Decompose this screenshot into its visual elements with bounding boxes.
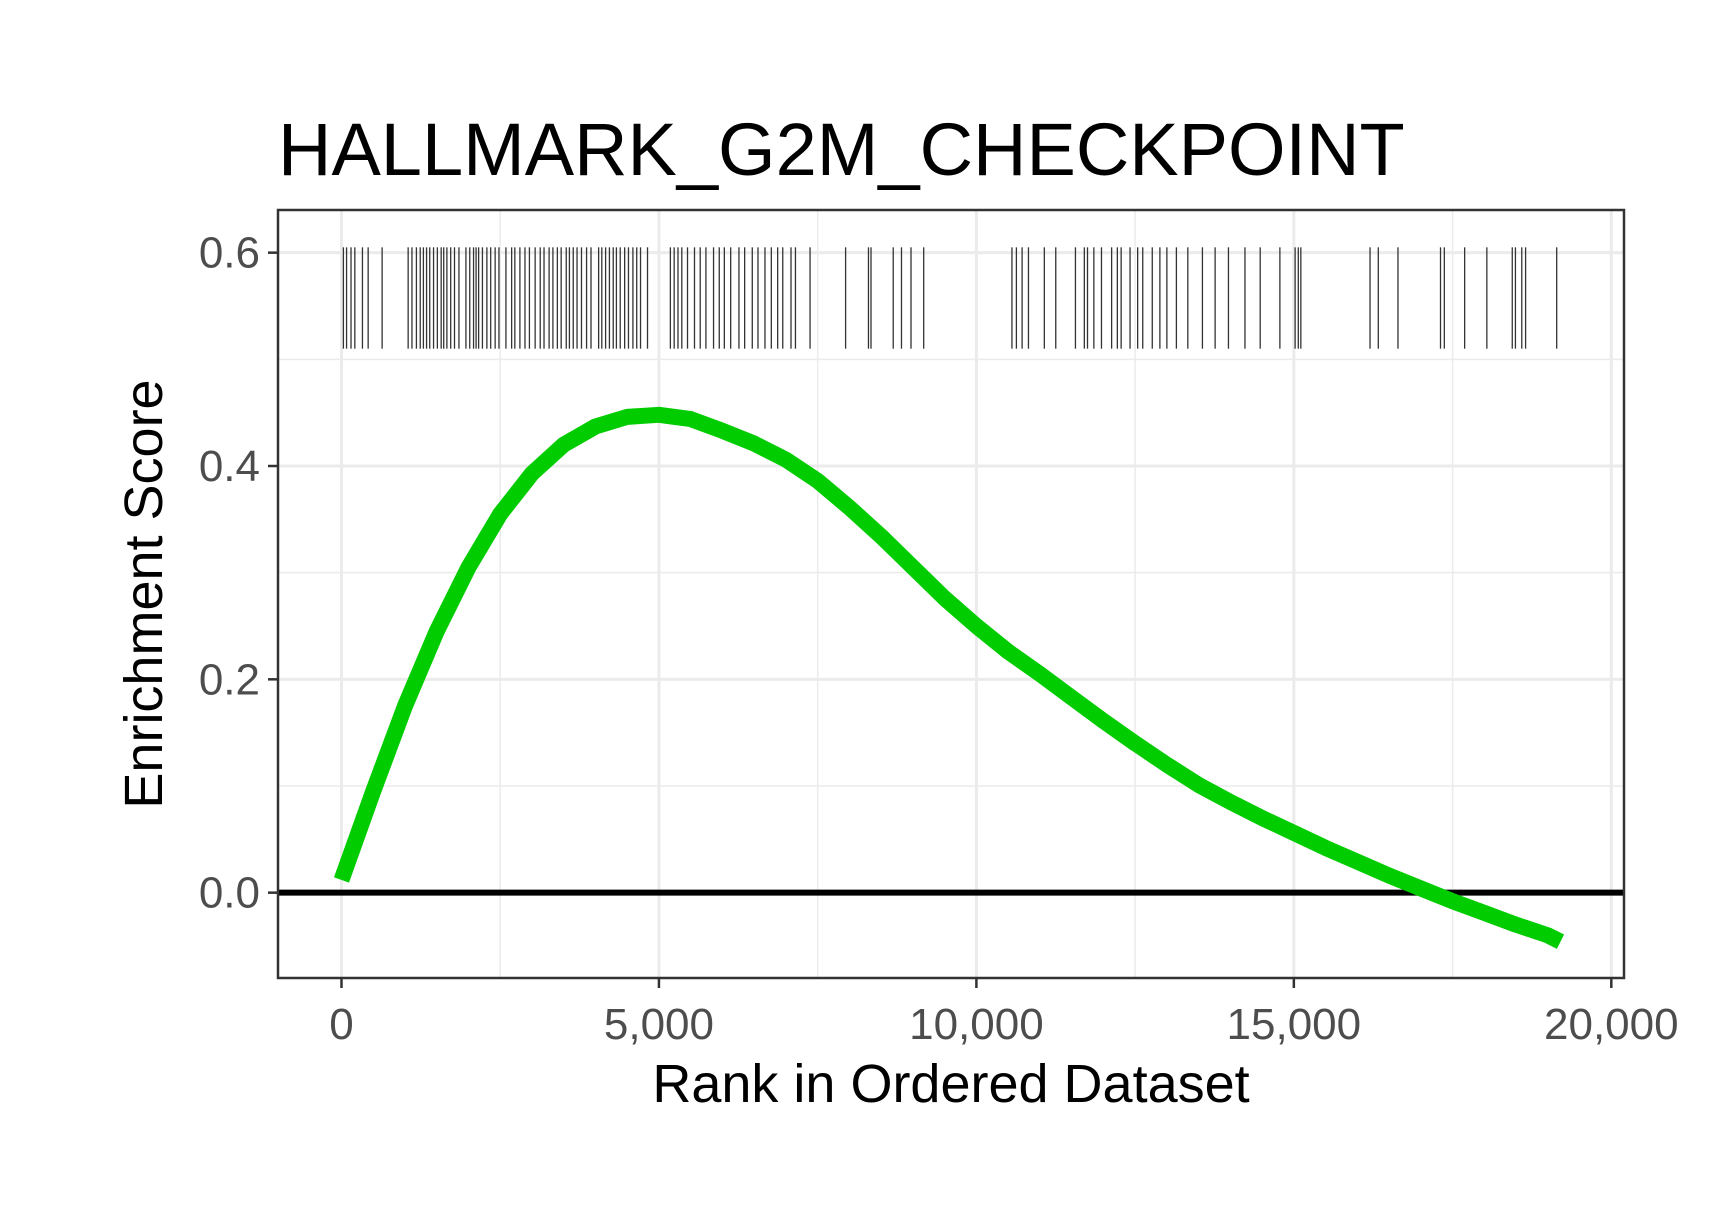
x-tick-label: 10,000 (909, 1000, 1044, 1049)
x-tick-label: 5,000 (604, 1000, 714, 1049)
x-axis-title: Rank in Ordered Dataset (652, 1054, 1249, 1114)
enrichment-curve (333, 406, 1565, 949)
y-axis-title: Enrichment Score (114, 379, 174, 808)
x-axis-ticks: 0 5,000 10,000 15,000 20,000 (329, 978, 1679, 1049)
chart-title: HALLMARK_G2M_CHECKPOINT (278, 108, 1405, 191)
y-axis-ticks: 0.0 0.2 0.4 0.6 (199, 229, 278, 918)
y-tick-label: 0.0 (199, 869, 260, 918)
y-tick-label: 0.2 (199, 655, 260, 704)
y-tick-label: 0.6 (199, 229, 260, 278)
x-tick-label: 20,000 (1544, 1000, 1679, 1049)
plot-border (276, 208, 1626, 980)
x-tick-label: 15,000 (1227, 1000, 1362, 1049)
y-tick-label: 0.4 (199, 442, 260, 491)
x-tick-label: 0 (329, 1000, 353, 1049)
gene-hit-marks (342, 247, 1558, 349)
